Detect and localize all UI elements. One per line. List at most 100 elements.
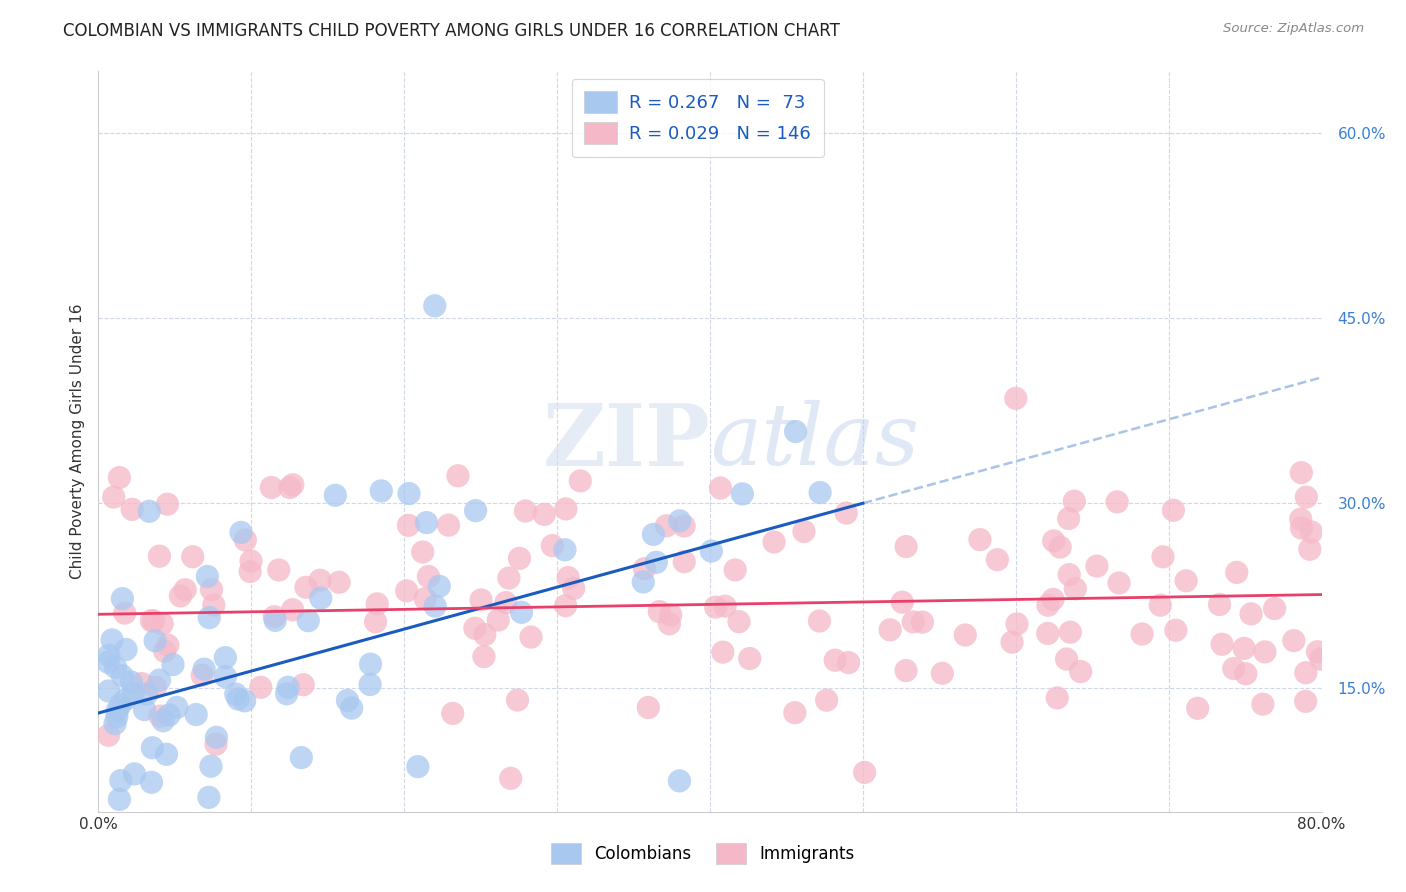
Point: [783, 706, 806, 720]
Point: [157, 708, 180, 723]
Point: [105, 709, 128, 723]
Point: [645, 555, 668, 569]
Point: [124, 767, 146, 781]
Point: [891, 595, 914, 609]
Point: [360, 657, 382, 672]
Point: [474, 627, 496, 641]
Point: [1223, 661, 1246, 675]
Point: [198, 610, 221, 624]
Point: [267, 563, 290, 577]
Legend: R = 0.267   N =  73, R = 0.029   N = 146: R = 0.267 N = 73, R = 0.029 N = 146: [572, 78, 824, 157]
Point: [110, 773, 132, 788]
Point: [486, 613, 509, 627]
Point: [181, 549, 204, 564]
Point: [195, 569, 218, 583]
Point: [193, 662, 215, 676]
Point: [131, 676, 153, 690]
Point: [1042, 533, 1064, 548]
Point: [336, 693, 359, 707]
Point: [427, 579, 450, 593]
Point: [1059, 625, 1081, 640]
Point: [464, 503, 486, 517]
Point: [412, 545, 434, 559]
Point: [541, 539, 564, 553]
Point: [731, 487, 754, 501]
Point: [1108, 576, 1130, 591]
Point: [141, 740, 163, 755]
Point: [260, 481, 283, 495]
Point: [637, 700, 659, 714]
Point: [290, 750, 312, 764]
Point: [309, 591, 332, 605]
Point: [281, 603, 304, 617]
Point: [1254, 645, 1277, 659]
Point: [711, 645, 734, 659]
Point: [1226, 566, 1249, 580]
Point: [533, 508, 555, 522]
Point: [395, 583, 418, 598]
Point: [105, 704, 128, 718]
Point: [134, 702, 156, 716]
Point: [150, 616, 173, 631]
Point: [359, 677, 381, 691]
Point: [413, 591, 436, 606]
Point: [325, 488, 347, 502]
Point: [808, 485, 831, 500]
Point: [278, 481, 301, 495]
Point: [1164, 623, 1187, 637]
Point: [562, 582, 585, 596]
Point: [166, 700, 188, 714]
Point: [1301, 524, 1323, 539]
Point: [328, 575, 350, 590]
Point: [1070, 665, 1092, 679]
Point: [1295, 665, 1317, 680]
Point: [510, 605, 533, 619]
Point: [121, 502, 143, 516]
Point: [648, 605, 671, 619]
Point: [714, 599, 737, 614]
Point: [1149, 598, 1171, 612]
Point: [1036, 599, 1059, 613]
Point: [643, 527, 665, 541]
Point: [763, 535, 786, 549]
Point: [447, 468, 470, 483]
Point: [824, 653, 846, 667]
Point: [633, 562, 655, 576]
Point: [205, 731, 228, 745]
Point: [903, 615, 925, 629]
Point: [668, 514, 690, 528]
Point: [1211, 637, 1233, 651]
Point: [815, 693, 838, 707]
Point: [114, 606, 136, 620]
Point: [1291, 521, 1313, 535]
Point: [1057, 567, 1080, 582]
Point: [673, 555, 696, 569]
Text: Source: ZipAtlas.com: Source: ZipAtlas.com: [1223, 22, 1364, 36]
Legend: Colombians, Immigrants: Colombians, Immigrants: [544, 837, 862, 871]
Point: [1046, 690, 1069, 705]
Point: [111, 591, 134, 606]
Point: [658, 616, 681, 631]
Text: ZIP: ZIP: [543, 400, 710, 483]
Point: [464, 621, 486, 635]
Point: [148, 673, 170, 687]
Point: [1299, 542, 1322, 557]
Point: [162, 657, 184, 672]
Point: [153, 644, 176, 658]
Point: [240, 554, 263, 568]
Point: [668, 773, 690, 788]
Point: [495, 596, 517, 610]
Point: [186, 707, 208, 722]
Point: [437, 518, 460, 533]
Point: [366, 597, 388, 611]
Point: [1309, 652, 1331, 666]
Point: [1291, 466, 1313, 480]
Point: [1208, 598, 1230, 612]
Point: [655, 518, 678, 533]
Point: [97, 728, 120, 742]
Point: [214, 650, 236, 665]
Point: [104, 716, 127, 731]
Point: [396, 518, 419, 533]
Point: [724, 563, 747, 577]
Point: [200, 759, 222, 773]
